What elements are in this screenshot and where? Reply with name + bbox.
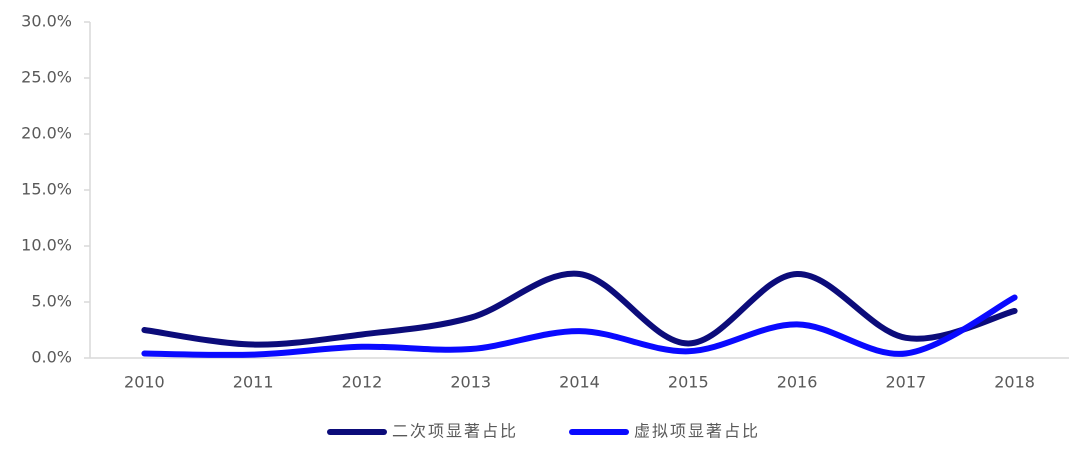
series-line: [141, 270, 1018, 348]
x-tick-label: 2011: [233, 373, 274, 392]
x-tick-label: 2015: [668, 373, 709, 392]
x-tick-label: 2010: [124, 373, 165, 392]
x-tick-label: 2014: [559, 373, 600, 392]
y-tick-label: 25.0%: [21, 68, 72, 87]
x-tick-label: 2012: [342, 373, 383, 392]
y-tick-label: 15.0%: [21, 180, 72, 199]
y-tick-label: 20.0%: [21, 124, 72, 143]
y-tick-label: 10.0%: [21, 236, 72, 255]
series-line: [141, 294, 1018, 358]
x-tick-label: 2018: [994, 373, 1035, 392]
y-tick-label: 5.0%: [31, 292, 72, 311]
x-tick-label: 2013: [450, 373, 491, 392]
y-tick-label: 0.0%: [31, 348, 72, 367]
y-tick-label: 30.0%: [21, 12, 72, 31]
legend-label: 虚拟项显著占比: [634, 422, 760, 441]
x-tick-label: 2016: [777, 373, 818, 392]
x-tick-label: 2017: [885, 373, 926, 392]
legend-label: 二次项显著占比: [392, 422, 518, 441]
